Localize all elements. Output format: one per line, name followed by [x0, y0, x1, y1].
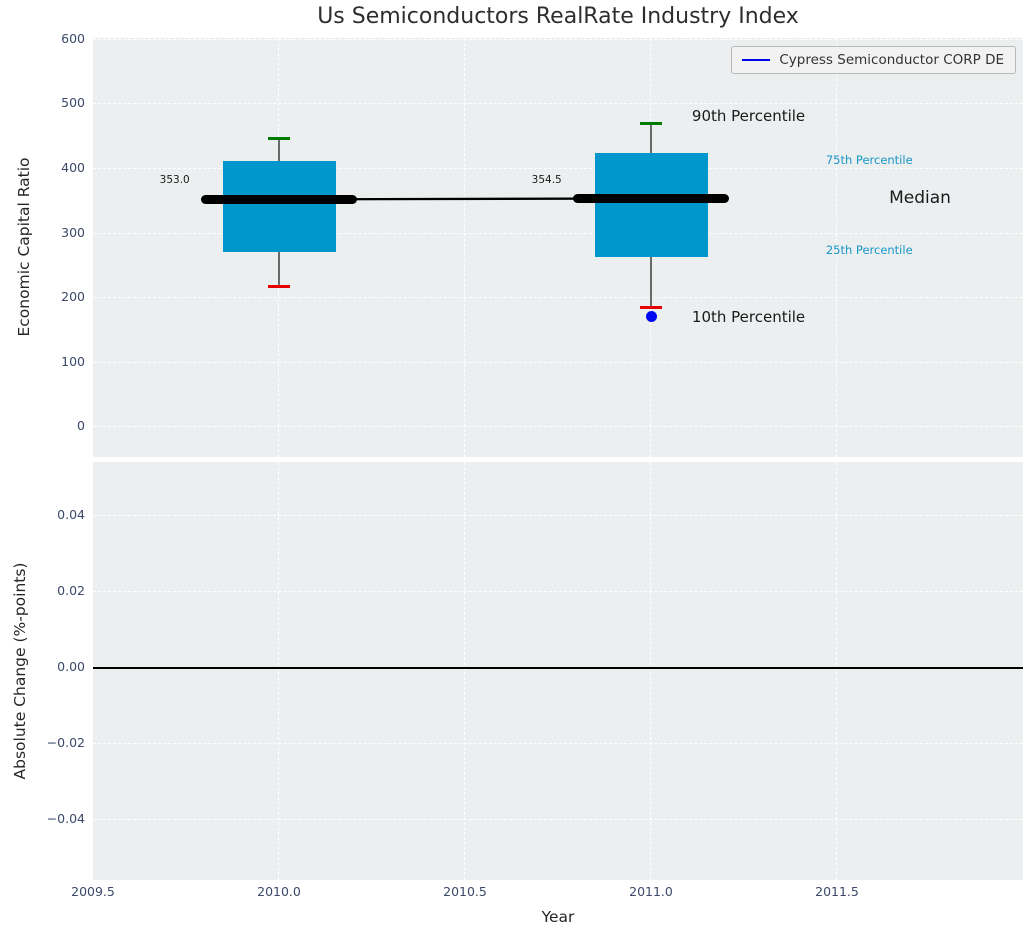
- annotation-353-0: 353.0: [159, 174, 190, 187]
- annotation-median: Median: [889, 188, 951, 209]
- iqr-box: [594, 152, 708, 257]
- y-tick-label: 0.02: [57, 582, 85, 598]
- gridline-horizontal: [93, 232, 1023, 234]
- gridline-vertical: [836, 462, 837, 880]
- y-tick-label: 200: [61, 289, 85, 305]
- x-tick-label: 2009.5: [71, 884, 115, 899]
- gridline-horizontal: [93, 742, 1023, 744]
- legend-line-sample: [742, 59, 771, 61]
- gridline-horizontal: [93, 426, 1023, 428]
- zero-line: [93, 666, 1023, 669]
- y-axis-label-top: Economic Capital Ratio: [15, 157, 33, 337]
- median-bar: [201, 194, 357, 204]
- iqr-box: [222, 161, 336, 253]
- percentile-90-cap: [640, 122, 662, 126]
- percentile-90-cap: [268, 136, 290, 140]
- median-bar: [573, 193, 729, 203]
- y-tick-label: −0.04: [46, 810, 85, 826]
- x-tick-label: 2010.5: [443, 884, 487, 899]
- y-tick-label: 400: [61, 160, 85, 176]
- y-tick-label: 300: [61, 224, 85, 240]
- gridline-horizontal: [93, 361, 1023, 363]
- gridline-vertical: [464, 38, 465, 457]
- y-tick-label: 0: [77, 418, 85, 434]
- annotation-75th-percentile: 75th Percentile: [825, 153, 913, 168]
- y-tick-label: 0.04: [57, 506, 85, 522]
- percentile-10-cap: [640, 305, 662, 309]
- gridline-horizontal: [93, 103, 1023, 105]
- gridline-vertical: [464, 462, 465, 880]
- annotation-10th-percentile: 10th Percentile: [691, 307, 806, 326]
- gridline-horizontal: [93, 514, 1023, 516]
- chart-title: Us Semiconductors RealRate Industry Inde…: [317, 4, 799, 29]
- annotation-354-5: 354.5: [531, 174, 562, 187]
- x-tick-label: 2011.0: [629, 884, 673, 899]
- company-data-point: [645, 311, 657, 323]
- gridline-vertical: [278, 462, 279, 880]
- gridline-horizontal: [93, 168, 1023, 170]
- y-tick-label: 600: [61, 30, 85, 46]
- gridline-vertical: [836, 38, 837, 457]
- gridline-horizontal: [93, 297, 1023, 299]
- x-tick-label: 2011.5: [815, 884, 859, 899]
- percentile-10-cap: [268, 285, 290, 289]
- gridline-horizontal: [93, 818, 1023, 820]
- y-tick-label: 500: [61, 95, 85, 111]
- y-tick-label: 0.00: [57, 658, 85, 674]
- annotation-25th-percentile: 25th Percentile: [825, 243, 913, 258]
- y-tick-label: −0.02: [46, 734, 85, 750]
- gridline-vertical: [650, 462, 651, 880]
- annotation-90th-percentile: 90th Percentile: [691, 107, 806, 126]
- x-tick-label: 2010.0: [257, 884, 301, 899]
- gridline-horizontal: [93, 38, 1023, 40]
- gridline-horizontal: [93, 590, 1023, 592]
- y-tick-label: 100: [61, 353, 85, 369]
- legend: Cypress Semiconductor CORP DE: [731, 46, 1016, 74]
- x-axis-label: Year: [541, 908, 575, 926]
- bottom-plot-area: [93, 462, 1023, 880]
- legend-label: Cypress Semiconductor CORP DE: [779, 52, 1004, 68]
- top-plot-area: Cypress Semiconductor CORP DE 90th Perce…: [93, 38, 1023, 457]
